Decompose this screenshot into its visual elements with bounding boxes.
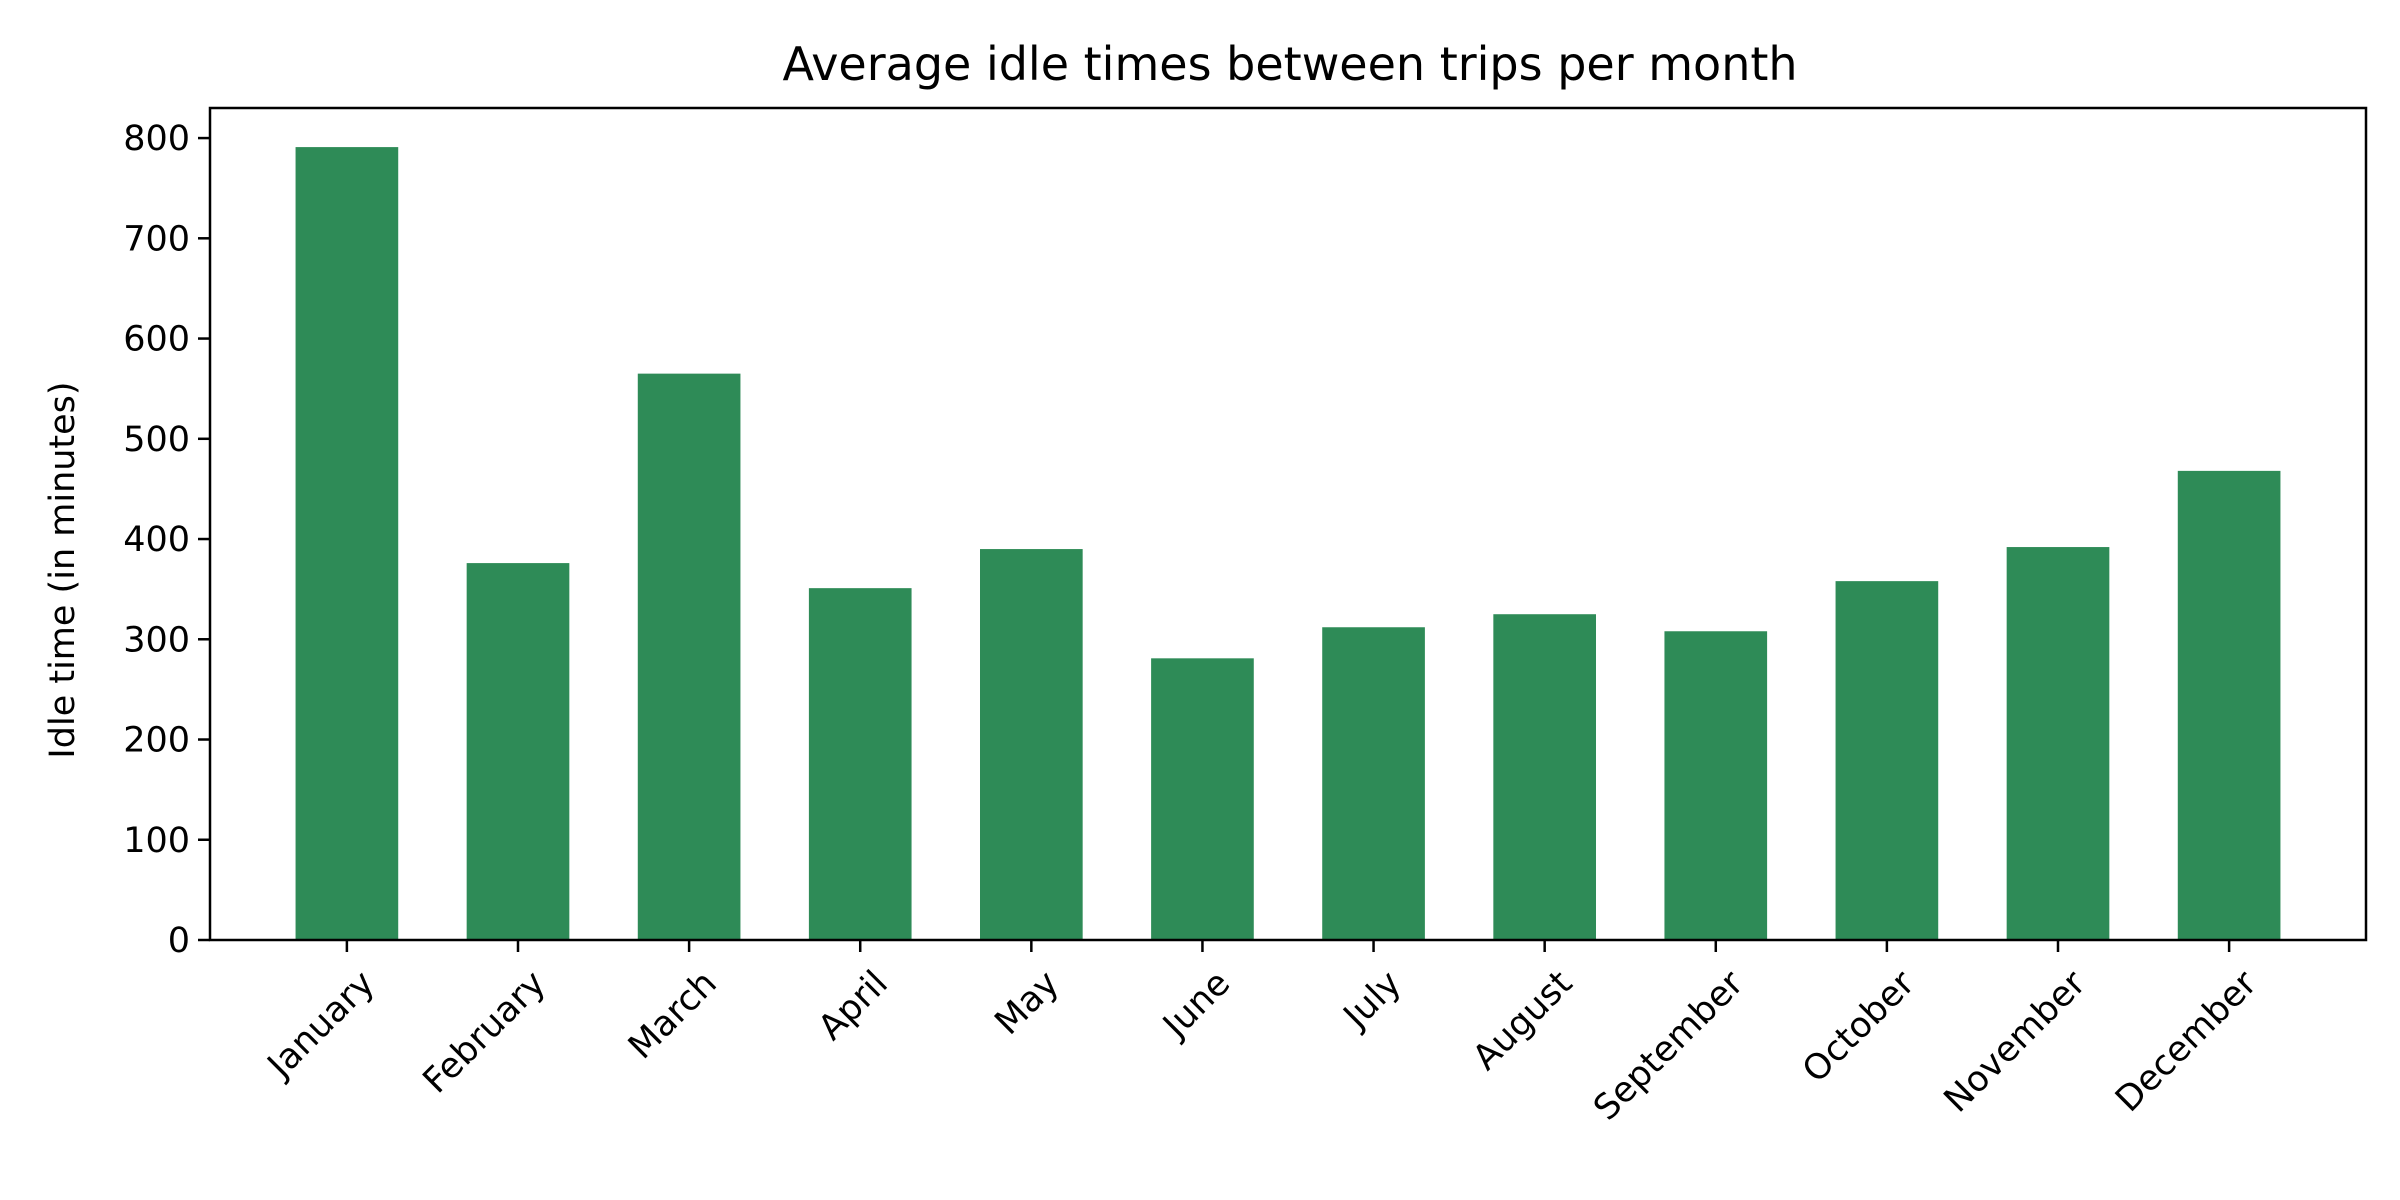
bar-march: [637, 373, 741, 940]
y-axis: 0 100 200 300 400 500 600 700 800: [123, 119, 210, 961]
bar-july: [1322, 627, 1425, 940]
y-axis-title: Idle time (in minutes): [43, 381, 83, 758]
plot-frame: [208, 106, 2368, 942]
x-tick-label-august: August: [1465, 963, 1580, 1078]
x-tick-label-april: April: [811, 963, 896, 1048]
x-tick-label-march: March: [621, 963, 725, 1067]
y-tick-label: 300: [123, 620, 190, 660]
x-tick-label-november: November: [1937, 963, 2094, 1120]
x-tick-label-june: June: [1155, 963, 1239, 1047]
y-tick-label: 400: [123, 520, 190, 560]
x-tick-label-february: February: [416, 963, 554, 1101]
y-tick-label: 100: [123, 821, 190, 861]
x-tick-label-december: December: [2108, 963, 2265, 1120]
bars-group: [295, 147, 2281, 940]
bar-may: [980, 549, 1083, 940]
x-axis: January February March April May June July Augu…: [259, 940, 2265, 1128]
y-tick-label: 800: [123, 119, 190, 159]
bar-december: [2177, 470, 2281, 940]
bar-january: [295, 147, 399, 940]
bar-september: [1664, 631, 1768, 940]
bar-april: [808, 588, 912, 940]
x-tick-label-september: September: [1586, 963, 1752, 1129]
x-tick-label-may: May: [988, 963, 1067, 1042]
bar-august: [1493, 614, 1596, 940]
chart-title: Average idle times between trips per mon…: [782, 37, 1797, 91]
y-tick-label: 700: [123, 219, 190, 259]
x-tick-label-october: October: [1795, 963, 1923, 1091]
y-tick-label: 200: [123, 721, 190, 761]
bar-june: [1151, 658, 1254, 940]
bar-february: [466, 563, 570, 940]
bar-november: [2006, 547, 2110, 940]
x-tick-label-july: July: [1335, 963, 1409, 1037]
x-tick-label-january: January: [259, 963, 383, 1087]
y-tick-label: 600: [123, 320, 190, 360]
y-tick-label: 500: [123, 420, 190, 460]
bar-october: [1835, 581, 1939, 940]
y-tick-label: 0: [168, 921, 190, 961]
